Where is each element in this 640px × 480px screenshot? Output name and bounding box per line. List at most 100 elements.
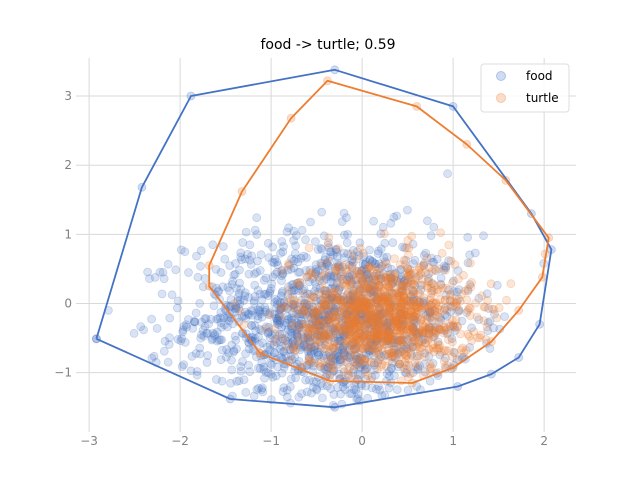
food-point: [323, 363, 333, 373]
food-point: [377, 337, 387, 347]
food-point: [333, 336, 343, 346]
food-point: [380, 238, 390, 248]
food-point: [440, 310, 450, 320]
food-point: [275, 316, 285, 326]
food-point: [403, 334, 413, 344]
food-point: [424, 329, 434, 338]
food-point: [482, 289, 492, 299]
food-point: [227, 355, 236, 365]
food-point: [327, 293, 337, 303]
food-point: [311, 377, 321, 387]
food-point: [385, 304, 395, 313]
food-point: [238, 238, 248, 247]
food-point: [180, 337, 190, 347]
turtle-point: [283, 261, 293, 271]
food-point: [347, 256, 357, 266]
food-point: [239, 375, 249, 385]
food-point: [384, 333, 394, 343]
food-point: [233, 292, 243, 302]
turtle-point: [336, 294, 345, 304]
food-point: [387, 364, 397, 373]
food-point: [302, 361, 312, 371]
food-point: [319, 363, 329, 373]
food-point: [380, 276, 390, 286]
food-point: [483, 326, 493, 336]
food-point: [236, 284, 246, 294]
food-point: [489, 323, 498, 333]
food-point: [402, 295, 412, 305]
turtle-point: [290, 340, 300, 350]
food-point: [369, 216, 379, 226]
food-point: [263, 238, 273, 248]
food-point: [355, 335, 365, 345]
food-point: [179, 360, 189, 370]
food-point: [309, 292, 319, 302]
food-point: [324, 310, 333, 320]
food-point: [385, 296, 394, 306]
food-point: [254, 305, 264, 315]
food-point: [264, 322, 274, 332]
food-point: [301, 266, 311, 275]
turtle-point: [368, 272, 378, 282]
food-point: [316, 362, 326, 372]
food-point: [285, 382, 295, 392]
food-point: [409, 295, 419, 305]
food-point: [337, 267, 346, 277]
food-point: [452, 355, 462, 365]
food-point: [356, 362, 366, 372]
food-point: [333, 262, 343, 272]
food-point: [355, 370, 365, 380]
food-point: [479, 231, 488, 241]
food-point: [214, 286, 223, 296]
food-point: [384, 366, 394, 376]
food-point: [388, 352, 398, 362]
turtle-point: [229, 299, 239, 309]
turtle-point: [413, 289, 423, 298]
turtle-point: [467, 336, 477, 346]
food-point: [328, 293, 338, 303]
food-point: [159, 346, 169, 356]
food-point: [401, 255, 411, 265]
turtle-point: [326, 314, 336, 324]
food-point: [409, 318, 419, 328]
food-point: [366, 288, 376, 297]
turtle-point: [407, 231, 417, 241]
food-point: [386, 273, 396, 283]
turtle-point: [324, 256, 333, 266]
food-point: [420, 335, 430, 344]
food-point: [340, 314, 350, 324]
turtle-point: [443, 335, 453, 345]
food-point: [374, 319, 384, 329]
food-point: [376, 298, 386, 308]
x-tick-label: −1: [262, 434, 280, 448]
food-point: [259, 275, 269, 285]
food-point: [332, 247, 342, 257]
food-point: [316, 258, 326, 268]
food-point: [289, 299, 299, 309]
food-point: [305, 289, 315, 299]
food-point: [313, 347, 322, 357]
food-point: [252, 267, 262, 277]
food-point: [306, 342, 316, 352]
food-point: [311, 282, 321, 292]
food-point: [271, 303, 281, 313]
food-point: [310, 342, 320, 352]
food-point: [232, 283, 241, 293]
food-point: [362, 314, 372, 324]
food-point: [371, 384, 381, 394]
food-point: [225, 261, 235, 271]
food-point: [312, 307, 322, 317]
food-point: [411, 321, 421, 331]
food-point: [196, 330, 206, 340]
food-point: [420, 359, 430, 369]
food-point: [236, 366, 246, 376]
food-point: [229, 347, 239, 357]
food-point: [389, 338, 399, 348]
food-point: [268, 242, 278, 252]
food-point: [274, 313, 284, 322]
food-point: [150, 272, 160, 282]
food-point: [347, 296, 357, 306]
food-point: [296, 319, 306, 329]
food-point: [470, 248, 480, 258]
food-point: [352, 247, 362, 257]
